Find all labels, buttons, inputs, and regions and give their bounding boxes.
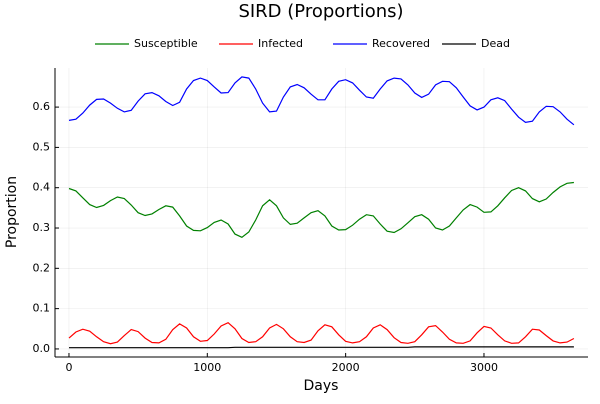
x-tick-label: 0	[65, 361, 72, 374]
y-tick-label: 0.3	[33, 221, 51, 234]
x-axis-label: Days	[304, 378, 339, 394]
y-tick-label: 0.6	[33, 100, 51, 113]
series-line	[68, 76, 575, 126]
y-tick-label: 0.1	[33, 302, 51, 315]
legend-label: Susceptible	[134, 37, 198, 50]
y-tick-label: 0.0	[33, 342, 51, 355]
y-tick-label: 0.2	[33, 261, 51, 274]
chart-title: SIRD (Proportions)	[238, 1, 403, 22]
legend-label: Dead	[481, 37, 510, 50]
series-line	[69, 346, 574, 349]
x-tick-label: 2000	[332, 361, 360, 374]
series-line	[68, 181, 574, 238]
legend-label: Recovered	[372, 37, 430, 50]
series-line	[68, 321, 575, 345]
legend-label: Infected	[258, 37, 303, 50]
y-tick-label: 0.5	[33, 140, 51, 153]
y-axis-label: Proportion	[4, 176, 20, 248]
y-tick-label: 0.4	[33, 181, 51, 194]
x-tick-label: 3000	[470, 361, 498, 374]
x-tick-label: 1000	[193, 361, 221, 374]
